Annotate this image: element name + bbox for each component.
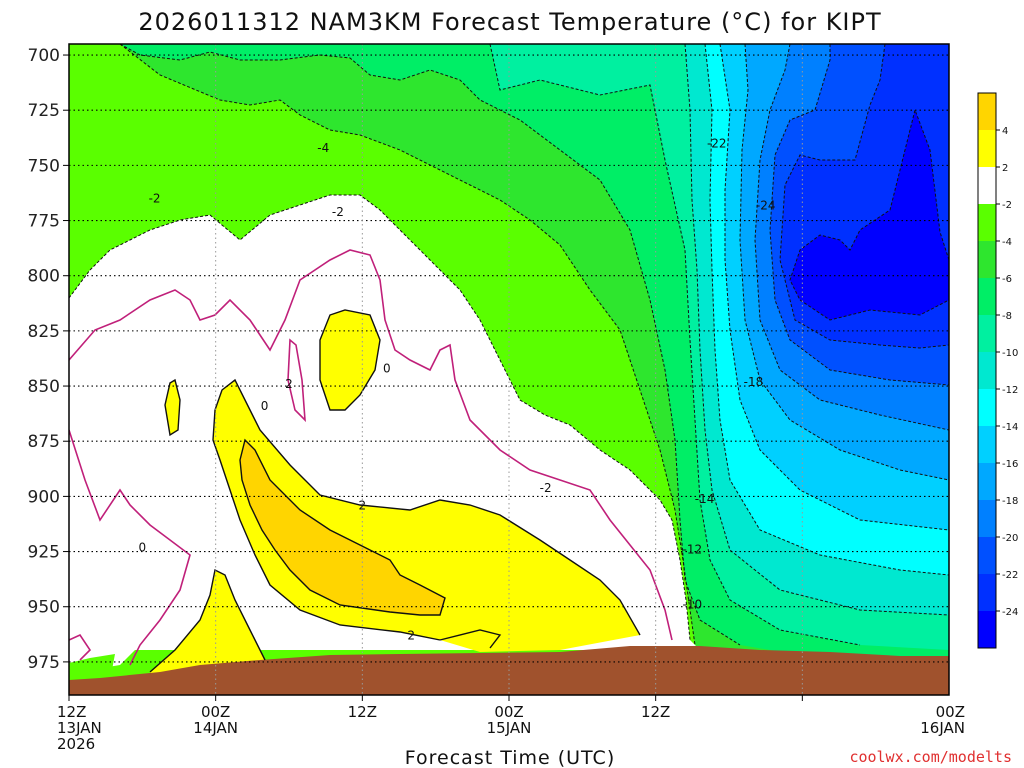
- contour-label: -4: [317, 141, 329, 155]
- colorbar-label: -2: [1002, 200, 1012, 211]
- y-tick-label: 900: [28, 487, 60, 507]
- x-tick-label: 00Z: [201, 703, 230, 721]
- x-tick-label: 00Z: [494, 703, 523, 721]
- colorbar-label: -14: [1002, 422, 1018, 433]
- colorbar-label: -24: [1002, 607, 1018, 618]
- contour-label: 2: [285, 377, 293, 391]
- x-tick-label: 2026: [57, 735, 95, 753]
- y-tick-label: 800: [28, 267, 60, 287]
- contour-label: -10: [683, 598, 703, 612]
- colorbar-swatch: [978, 537, 996, 575]
- y-tick-label: 700: [28, 46, 60, 66]
- colorbar-swatch: [978, 389, 996, 427]
- colorbar-swatch: [978, 315, 996, 353]
- x-tick-label: 15JAN: [487, 719, 532, 737]
- x-tick-label: 14JAN: [193, 719, 238, 737]
- colorbar-swatch: [978, 167, 996, 205]
- colorbar-swatch: [978, 574, 996, 612]
- contour-label: -22: [707, 137, 727, 151]
- contour-label: -2: [149, 192, 161, 206]
- colorbar-swatch: [978, 93, 996, 131]
- contour-lines: [69, 44, 949, 673]
- colorbar: 4 2 -2 -4 -6 -8 -10 -12 -14 -16 -18 -20 -22 -24: [977, 92, 1018, 649]
- contour-label: -2: [332, 205, 344, 219]
- colorbar-label: -10: [1002, 348, 1018, 359]
- colorbar-swatch: [978, 426, 996, 464]
- colorbar-swatch: [978, 463, 996, 501]
- y-tick-label: 850: [28, 377, 60, 397]
- colorbar-swatch: [978, 500, 996, 538]
- credit-text: coolwx.com/modelts: [849, 748, 1012, 766]
- band-zero-to-minus-2: [69, 195, 700, 650]
- contour-label: 0: [383, 362, 391, 376]
- colorbar-swatch: [978, 241, 996, 279]
- colorbar-label: -18: [1002, 496, 1018, 507]
- y-tick-label: 925: [28, 543, 60, 563]
- colorbar-swatch: [978, 130, 996, 168]
- x-axis-label: Forecast Time (UTC): [405, 747, 615, 768]
- y-tick-label: 975: [28, 653, 60, 673]
- colorbar-swatch: [978, 204, 996, 242]
- x-tick-label: 16JAN: [920, 719, 965, 737]
- y-tick-label: 775: [28, 212, 60, 232]
- colorbar-label: -20: [1002, 533, 1018, 544]
- colorbar-label: -4: [1002, 237, 1012, 248]
- band-zero-to-minus-2-small: [69, 600, 145, 672]
- colorbar-frame: [977, 92, 997, 649]
- band-zero-to-2-surface: [150, 570, 265, 675]
- x-tick-label: 12Z: [348, 703, 377, 721]
- contour-label: -14: [695, 492, 715, 506]
- contour-label: 2: [359, 498, 367, 512]
- band-minus-2-bottom-left: [69, 654, 115, 680]
- contour-label: -18: [744, 375, 764, 389]
- colorbar-label: -16: [1002, 459, 1018, 470]
- contour-label: 2: [407, 629, 415, 643]
- colorbar-swatch: [978, 611, 996, 649]
- y-tick-label: 750: [28, 156, 60, 176]
- contour-label: -24: [756, 198, 776, 212]
- contour-label: -2: [540, 481, 552, 495]
- zero-isotherm: [69, 249, 673, 666]
- y-tick-label: 875: [28, 432, 60, 452]
- y-tick-label: 950: [28, 598, 60, 618]
- contour-label: 0: [261, 399, 269, 413]
- colorbar-label: -6: [1002, 274, 1012, 285]
- colorbar-label: 4: [1002, 126, 1008, 137]
- contour-labels: -4 -2 -2 0 2 0 2 0 2 -2 -22 -24 -18 -14 -12 -10: [139, 137, 776, 643]
- y-tick-label: 825: [28, 322, 60, 342]
- x-tick-label: 00Z: [936, 703, 965, 721]
- contour-label: -12: [683, 543, 703, 557]
- y-tick-label: 725: [28, 101, 60, 121]
- colorbar-swatch: [978, 352, 996, 390]
- x-tick-label: 13JAN: [57, 719, 102, 737]
- x-tick-label: 12Z: [641, 703, 670, 721]
- y-axis: 700 725 750 775 800 825 850 875 900 925 950 975: [28, 46, 69, 673]
- colorbar-label: -12: [1002, 385, 1018, 396]
- negative-isotherms: [69, 44, 949, 646]
- band-zero-to-2: [165, 380, 180, 435]
- colorbar-swatch: [978, 278, 996, 316]
- chart-title: 2026011312 NAM3KM Forecast Temperature (…: [138, 8, 881, 36]
- contour-label: 0: [139, 540, 147, 554]
- colorbar-label: 2: [1002, 163, 1008, 174]
- x-tick-label: 12Z: [57, 703, 86, 721]
- band-zero-to-2-upper: [320, 310, 380, 410]
- colorbar-label: -22: [1002, 570, 1018, 581]
- colorbar-label: -8: [1002, 311, 1012, 322]
